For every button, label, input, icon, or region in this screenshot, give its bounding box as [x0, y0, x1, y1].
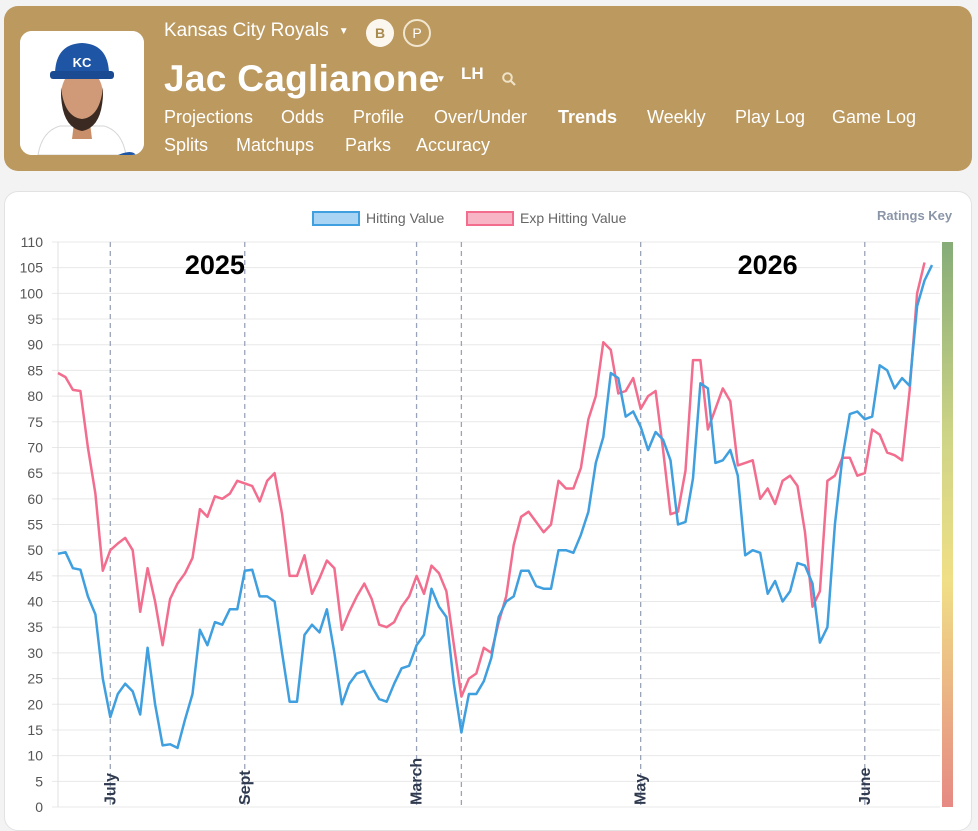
- hitting-value-line: [57, 264, 934, 750]
- tab-weekly[interactable]: Weekly: [647, 107, 706, 127]
- y-tick-label: 55: [27, 517, 43, 533]
- svg-text:KC: KC: [73, 55, 92, 70]
- y-tick-label: 35: [27, 619, 43, 635]
- tab-trends[interactable]: Trends: [558, 107, 618, 127]
- y-tick-label: 90: [27, 337, 43, 353]
- y-tick-label: 40: [27, 594, 43, 610]
- tab-odds[interactable]: Odds: [281, 107, 325, 127]
- legend-item-hitting-value[interactable]: Hitting Value: [312, 210, 444, 226]
- tab-play-log[interactable]: Play Log: [735, 107, 806, 127]
- batting-toggle-button[interactable]: B: [366, 19, 394, 47]
- tab-profile[interactable]: Profile: [353, 107, 405, 127]
- legend-label: Hitting Value: [366, 210, 445, 226]
- y-tick-label: 95: [27, 311, 43, 327]
- player-headshot-icon: KC: [20, 31, 144, 155]
- y-tick-label: 100: [20, 285, 44, 301]
- tab-parks[interactable]: Parks: [345, 135, 392, 155]
- y-tick-label: 105: [20, 260, 44, 276]
- month-label: June: [857, 768, 874, 805]
- y-tick-label: 10: [27, 748, 43, 764]
- y-axis: 1101051009590858075706560555045403530252…: [20, 234, 44, 815]
- y-tick-label: 70: [27, 439, 43, 455]
- team-name: Kansas City Royals: [164, 20, 329, 41]
- y-tick-label: 65: [27, 465, 43, 481]
- month-label: March: [409, 758, 426, 805]
- y-tick-label: 110: [21, 234, 44, 250]
- tab-accuracy[interactable]: Accuracy: [416, 135, 491, 155]
- season-labels: 2025 2026: [185, 250, 798, 280]
- search-icon[interactable]: [502, 72, 516, 86]
- month-markers: July Sept March May June: [102, 242, 874, 807]
- grid-lines: [52, 241, 940, 808]
- month-label: July: [102, 773, 119, 805]
- y-tick-label: 15: [27, 722, 43, 738]
- tab-over-under[interactable]: Over/Under: [434, 107, 528, 127]
- player-header: KC Kansas City Royals ▼ B P Jac Cagliano…: [4, 6, 972, 171]
- y-tick-label: 0: [35, 799, 43, 815]
- legend-label: Exp Hitting Value: [520, 210, 627, 226]
- tab-game-log[interactable]: Game Log: [832, 107, 917, 127]
- y-tick-label: 60: [27, 491, 43, 507]
- y-tick-label: 25: [27, 671, 43, 687]
- y-tick-label: 20: [27, 696, 43, 712]
- rating-color-bar: [942, 242, 953, 807]
- y-tick-label: 50: [27, 542, 43, 558]
- legend-item-exp-hitting-value[interactable]: Exp Hitting Value: [466, 210, 626, 226]
- ratings-key-link[interactable]: Ratings Key: [877, 208, 953, 223]
- y-tick-label: 85: [27, 362, 43, 378]
- tab-splits[interactable]: Splits: [164, 135, 209, 155]
- tab-projections[interactable]: Projections: [164, 107, 254, 127]
- pitching-toggle-button[interactable]: P: [403, 19, 431, 47]
- legend-swatch: [466, 210, 514, 226]
- y-tick-label: 80: [27, 388, 43, 404]
- y-tick-label: 30: [27, 645, 43, 661]
- player-photo: KC: [20, 31, 144, 155]
- chevron-down-icon: ▼: [338, 25, 349, 37]
- legend-swatch: [312, 210, 360, 226]
- y-tick-label: 75: [27, 414, 43, 430]
- chevron-down-icon[interactable]: ▼: [436, 74, 446, 85]
- player-name[interactable]: Jac Caglianone: [164, 58, 440, 99]
- tab-matchups[interactable]: Matchups: [236, 135, 315, 155]
- season-label: 2025: [185, 250, 245, 280]
- y-tick-label: 5: [35, 773, 43, 789]
- month-label: May: [633, 774, 650, 805]
- y-tick-label: 45: [27, 568, 43, 584]
- exp-hitting-value-line: [57, 262, 926, 698]
- month-label: Sept: [237, 770, 254, 805]
- handedness-badge: LH: [461, 64, 484, 83]
- team-selector[interactable]: Kansas City Royals ▼: [164, 20, 349, 42]
- season-label: 2026: [738, 250, 798, 280]
- series-lines: [57, 262, 934, 750]
